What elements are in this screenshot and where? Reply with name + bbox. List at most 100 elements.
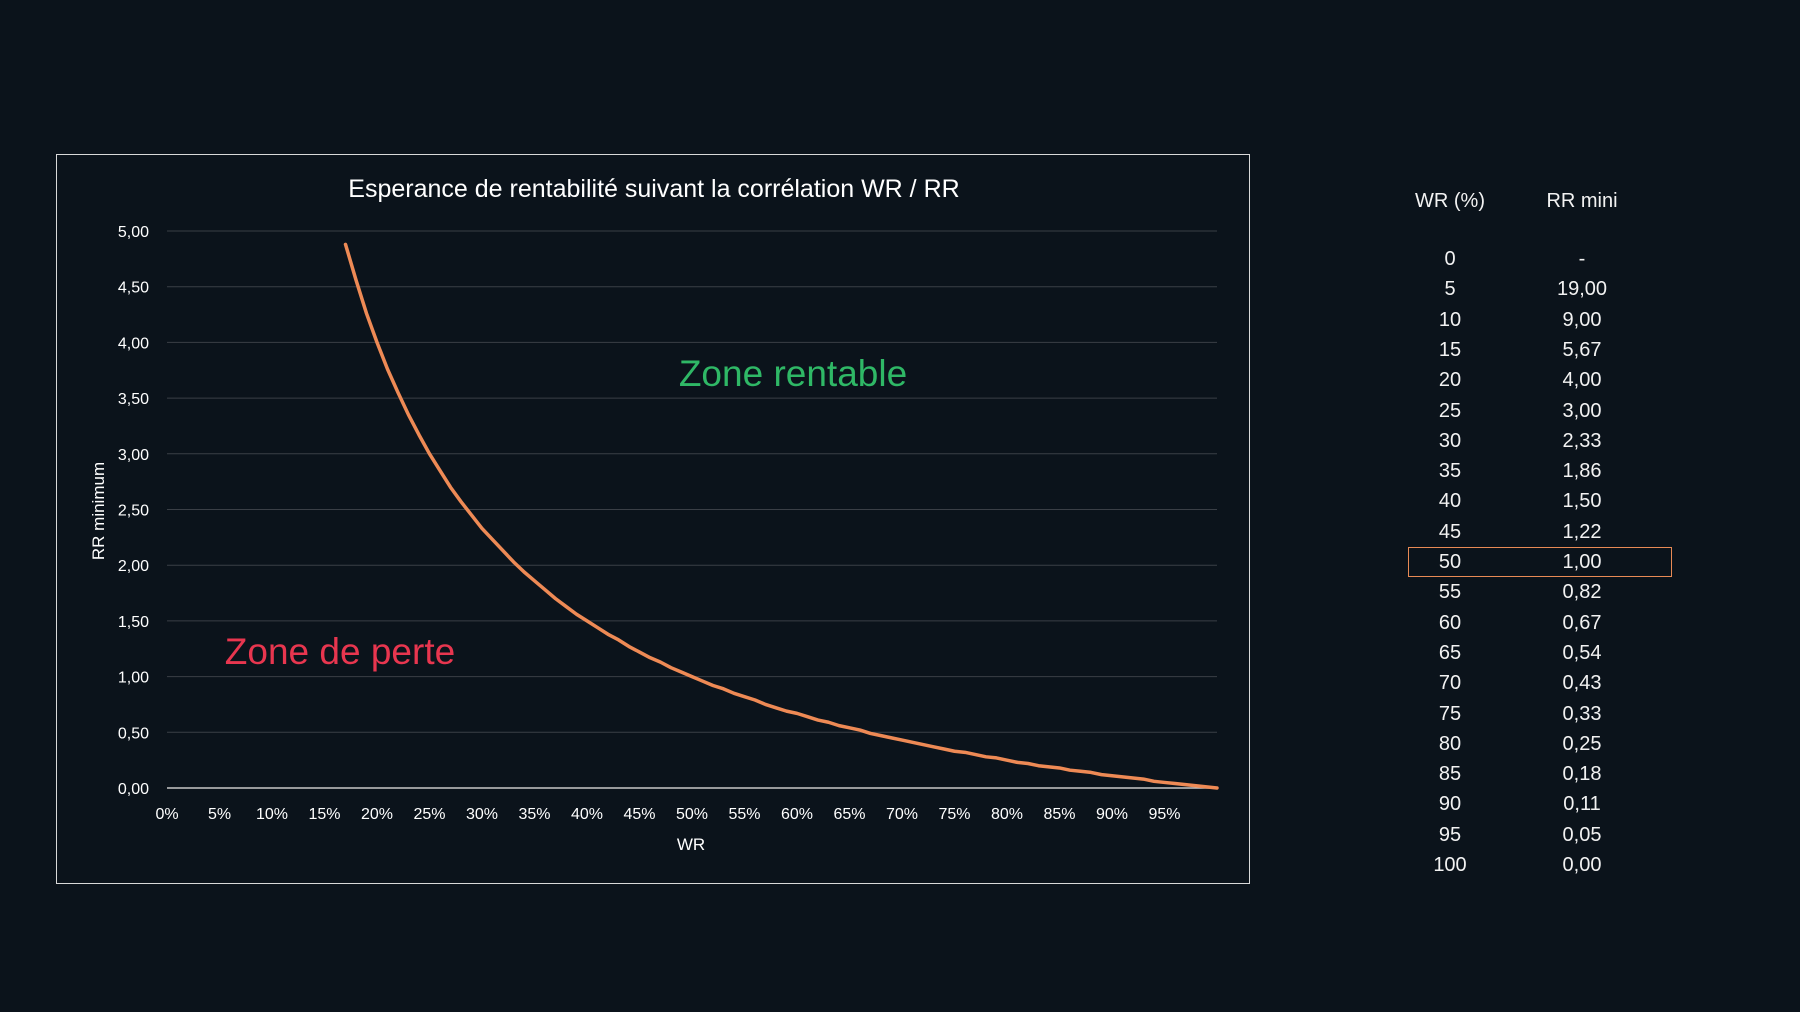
x-tick-label: 10%: [256, 806, 288, 823]
table-cell-wr: 45: [1438, 520, 1462, 543]
table-cell-rr: 0,82: [1562, 581, 1602, 604]
table-cell-rr: 0,05: [1562, 823, 1602, 846]
x-tick-label: 90%: [1096, 806, 1128, 823]
table-cell-wr: 95: [1438, 823, 1462, 846]
x-tick-label: 70%: [886, 806, 918, 823]
table-row: 15 5,67: [1380, 335, 1680, 365]
table-cell-wr: 15: [1438, 338, 1462, 361]
y-tick-label: 4,00: [118, 335, 149, 352]
rr-table: WR (%) RR mini 0-5 19,00 10 9,00 15 5,67 20 4,0…: [1380, 182, 1680, 902]
table-row: 40 1,50: [1380, 486, 1680, 516]
table-cell-wr: 100: [1433, 854, 1467, 876]
y-tick-label: 1,00: [118, 670, 149, 687]
table-row: 95 0,05: [1380, 820, 1680, 850]
x-tick-label: 65%: [833, 806, 865, 823]
table-row: 70 0,43: [1380, 668, 1680, 698]
x-tick-label: 50%: [676, 806, 708, 823]
rr-curve-line: [343, 242, 1219, 790]
table-cell-rr: 19,00: [1556, 278, 1608, 301]
table-row: 50 1,00: [1380, 547, 1680, 577]
table-cell-wr: 65: [1438, 641, 1462, 664]
highlight-box: [1408, 547, 1672, 577]
table-row: 75 0,33: [1380, 699, 1680, 729]
table-cell-rr: 0,18: [1562, 763, 1602, 786]
y-tick-label: 4,50: [118, 280, 149, 297]
table-cell-rr: 0,11: [1563, 793, 1601, 816]
annotation-zone-de-perte: Zone de perte: [225, 631, 455, 672]
table-cell-rr: 4,00: [1562, 369, 1602, 392]
x-tick-label: 80%: [991, 806, 1023, 823]
y-tick-label: 2,50: [118, 503, 149, 520]
table-row: 0-: [1380, 244, 1680, 274]
table-cell-rr: 0,25: [1562, 732, 1602, 755]
y-tick-label: 0,00: [118, 781, 149, 798]
table-cell-rr: 1,50: [1562, 490, 1602, 513]
x-tick-label: 40%: [571, 806, 603, 823]
table-cell-rr: 0,43: [1562, 672, 1602, 695]
table-row: 10 9,00: [1380, 305, 1680, 335]
table-cell-rr: 0,67: [1562, 611, 1602, 634]
x-tick-label: 0%: [155, 806, 178, 823]
y-tick-label: 1,50: [118, 614, 149, 631]
x-tick-label: 5%: [208, 806, 231, 823]
chart-frame: Esperance de rentabilité suivant la corr…: [56, 154, 1250, 884]
chart-title: Esperance de rentabilité suivant la corr…: [348, 175, 959, 203]
table-cell-rr: 2,33: [1562, 429, 1602, 452]
table-cell-rr: 0,54: [1562, 641, 1602, 664]
x-tick-label: 35%: [518, 806, 550, 823]
table-cell-wr: 80: [1438, 732, 1462, 755]
table-cell-wr: 5: [1444, 278, 1456, 301]
table-header-rr: RR mini: [1546, 190, 1618, 212]
table-cell-rr: 1,00: [1562, 551, 1602, 573]
table-cell-rr: 1,22: [1562, 520, 1602, 543]
y-tick-label: 3,00: [118, 447, 149, 464]
table-cell-rr: 0,33: [1562, 702, 1602, 725]
table-row: 20 4,00: [1380, 365, 1680, 395]
table-cell-wr: 35: [1438, 460, 1462, 483]
x-tick-label: 75%: [938, 806, 970, 823]
table-cell-rr: 9,00: [1562, 308, 1602, 331]
table-cell-rr: 3,00: [1562, 399, 1602, 422]
grid-lines: [167, 230, 1217, 733]
table-cell-wr: 10: [1438, 308, 1462, 331]
table-row: 25 3,00: [1380, 396, 1680, 426]
table-cell-rr: 1,86: [1562, 460, 1602, 483]
table-row: 30 2,33: [1380, 426, 1680, 456]
table-row: 80 0,25: [1380, 729, 1680, 759]
y-tick-label: 5,00: [118, 224, 149, 241]
y-tick-label: 2,00: [118, 558, 149, 575]
table-row: 5 19,00: [1380, 274, 1680, 304]
table-cell-wr: 40: [1438, 490, 1462, 513]
table-cell-wr: 70: [1438, 672, 1462, 695]
table-cell-rr: 0,00: [1562, 854, 1602, 876]
x-tick-label: 30%: [466, 806, 498, 823]
x-tick-label: 55%: [728, 806, 760, 823]
y-axis-label: RR minimum: [89, 462, 108, 560]
table-cell-wr: 30: [1438, 429, 1462, 452]
table-cell-wr: 50: [1438, 551, 1462, 573]
x-tick-label: 20%: [361, 806, 393, 823]
table-cell-wr: 55: [1438, 581, 1462, 604]
x-tick-label: 95%: [1148, 806, 1180, 823]
table-cell-wr: 75: [1438, 702, 1462, 725]
x-axis-label: WR: [677, 835, 705, 854]
y-axis-ticks: 0,00 0,50 1,00 1,50 2,00 2,50 3,00 3,50 4,00 4,50…: [118, 224, 149, 798]
table-cell-wr: 20: [1438, 369, 1462, 392]
table-cell-rr: 5,67: [1562, 338, 1602, 361]
chart: Esperance de rentabilité suivant la corr…: [89, 175, 1219, 854]
y-tick-label: 0,50: [118, 725, 149, 742]
table-row: 85 0,18: [1380, 759, 1680, 789]
table-row: 55 0,82: [1380, 577, 1680, 607]
x-tick-label: 60%: [781, 806, 813, 823]
x-tick-label: 25%: [413, 806, 445, 823]
table-cell-wr: 60: [1438, 611, 1462, 634]
table-row: 100 0,00: [1380, 850, 1680, 880]
table-row: 60 0,67: [1380, 608, 1680, 638]
x-tick-label: 15%: [308, 806, 340, 823]
annotation-zone-rentable: Zone rentable: [679, 353, 907, 394]
table-cell-wr: 25: [1438, 399, 1462, 422]
table-row: 90 0,11: [1380, 789, 1680, 819]
x-axis-ticks: 0% 5% 10% 15% 20% 25% 30% 35% 40% 45% 50% 55% 60% 65%…: [155, 806, 1180, 823]
table-row: 35 1,86: [1380, 456, 1680, 486]
x-tick-label: 85%: [1043, 806, 1075, 823]
